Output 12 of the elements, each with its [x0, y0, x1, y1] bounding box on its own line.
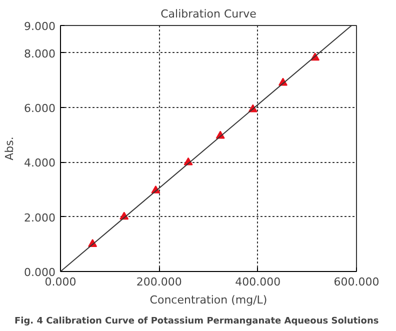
- y-tick-label: 6.000: [24, 102, 56, 115]
- y-axis-title: Abs.: [3, 136, 16, 160]
- x-axis-title: Concentration (mg/L): [150, 294, 268, 306]
- caption: Fig. 4 Calibration Curve of Potassium Permanganate Aqueous Solutions: [14, 316, 379, 326]
- y-tick-label: 4.000: [24, 156, 56, 170]
- x-tick-label: 400.000: [235, 276, 281, 288]
- x-tick-label: 200.000: [136, 276, 182, 288]
- x-tick-label: 600.000: [334, 276, 380, 288]
- chart-title: Calibration Curve: [160, 8, 257, 20]
- y-tick-label: 2.000: [24, 211, 56, 224]
- y-tick-label: 9.000: [24, 20, 56, 33]
- y-tick-label: 8.000: [24, 47, 56, 60]
